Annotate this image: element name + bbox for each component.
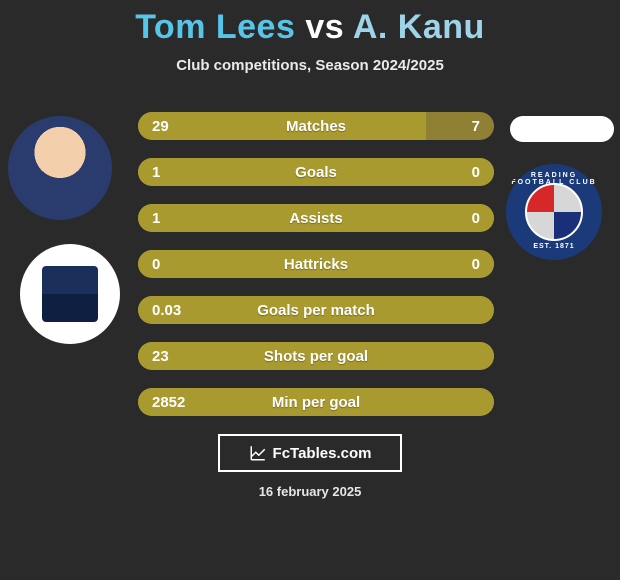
player2-club-badge: READING FOOTBALL CLUB EST. 1871 bbox=[502, 160, 606, 264]
stat-right-value: 0 bbox=[472, 250, 480, 278]
stat-row: 1Assists0 bbox=[138, 204, 494, 232]
stat-label: Hattricks bbox=[138, 250, 494, 278]
stat-row: 2852Min per goal bbox=[138, 388, 494, 416]
stat-right-value: 0 bbox=[472, 158, 480, 186]
stat-label: Min per goal bbox=[138, 388, 494, 416]
stat-label: Assists bbox=[138, 204, 494, 232]
stat-bars: 29Matches71Goals01Assists00Hattricks00.0… bbox=[138, 112, 494, 416]
stat-right-value: 7 bbox=[472, 112, 480, 140]
stat-row: 23Shots per goal bbox=[138, 342, 494, 370]
stat-row: 1Goals0 bbox=[138, 158, 494, 186]
reading-badge-text-top: READING FOOTBALL CLUB bbox=[510, 172, 598, 186]
stat-label: Goals per match bbox=[138, 296, 494, 324]
brand-box[interactable]: FcTables.com bbox=[218, 434, 402, 472]
stat-row: 29Matches7 bbox=[138, 112, 494, 140]
player1-name: Tom Lees bbox=[135, 8, 295, 46]
reading-badge-text-bot: EST. 1871 bbox=[510, 243, 598, 250]
stat-row: 0Hattricks0 bbox=[138, 250, 494, 278]
vs-text: vs bbox=[305, 8, 344, 46]
main-area: READING FOOTBALL CLUB EST. 1871 29Matche… bbox=[0, 112, 620, 416]
stat-label: Matches bbox=[138, 112, 494, 140]
stat-label: Shots per goal bbox=[138, 342, 494, 370]
date-text: 16 february 2025 bbox=[0, 484, 620, 499]
brand-text: FcTables.com bbox=[273, 445, 372, 462]
huddersfield-badge-icon bbox=[42, 266, 98, 322]
player2-name: A. Kanu bbox=[353, 8, 485, 46]
player2-avatar bbox=[510, 116, 614, 142]
stat-label: Goals bbox=[138, 158, 494, 186]
subtitle: Club competitions, Season 2024/2025 bbox=[0, 57, 620, 74]
player1-avatar bbox=[8, 116, 112, 220]
comparison-title: Tom Lees vs A. Kanu bbox=[0, 0, 620, 47]
player1-club-badge bbox=[20, 244, 120, 344]
stat-row: 0.03Goals per match bbox=[138, 296, 494, 324]
chart-icon bbox=[249, 444, 267, 462]
reading-badge-inner bbox=[525, 183, 583, 241]
reading-badge-icon: READING FOOTBALL CLUB EST. 1871 bbox=[506, 164, 602, 260]
stat-right-value: 0 bbox=[472, 204, 480, 232]
